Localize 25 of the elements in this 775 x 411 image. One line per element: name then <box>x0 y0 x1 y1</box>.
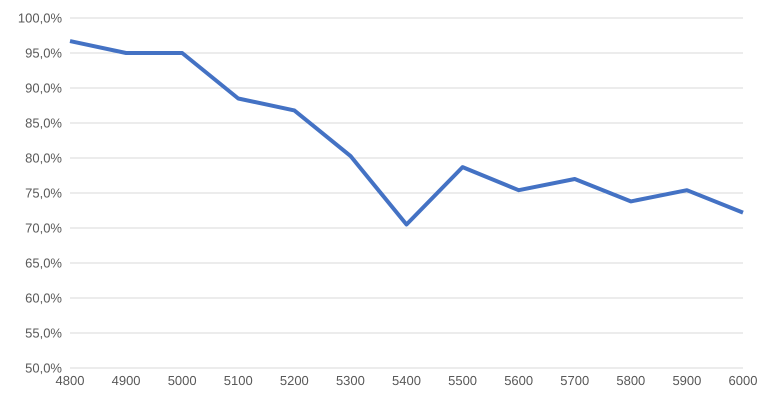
y-tick-label: 50,0% <box>25 360 62 376</box>
y-tick-label: 90,0% <box>25 80 62 96</box>
x-tick-label: 6000 <box>728 373 758 388</box>
x-tick-label: 5500 <box>448 373 478 388</box>
x-tick-label: 5600 <box>504 373 534 388</box>
x-tick-label: 4900 <box>112 373 141 388</box>
y-tick-label: 70,0% <box>25 220 62 236</box>
x-tick-label: 5400 <box>392 373 421 388</box>
x-tick-label: 5700 <box>560 373 590 388</box>
y-tick-label: 55,0% <box>25 326 62 341</box>
y-tick-label: 60,0% <box>25 290 62 306</box>
y-tick-label: 100,0% <box>18 10 62 26</box>
y-tick-label: 80,0% <box>25 150 62 166</box>
y-tick-label: 65,0% <box>25 256 62 271</box>
x-tick-label: 5100 <box>224 373 253 388</box>
x-tick-label: 5000 <box>168 373 197 388</box>
x-tick-label: 5800 <box>616 373 646 388</box>
y-tick-label: 75,0% <box>25 186 62 201</box>
x-tick-label: 5900 <box>672 373 702 388</box>
x-tick-label: 5300 <box>336 373 365 388</box>
y-tick-label: 95,0% <box>25 46 62 61</box>
line-series <box>68 39 745 226</box>
y-tick-label: 85,0% <box>25 116 62 131</box>
x-tick-label: 4800 <box>56 373 84 388</box>
x-tick-label: 5200 <box>280 373 309 388</box>
